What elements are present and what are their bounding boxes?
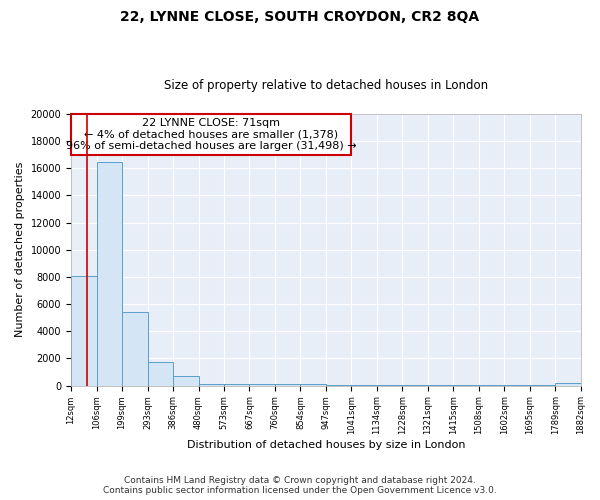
Bar	[224, 384, 250, 386]
Bar	[122, 312, 148, 386]
Y-axis label: Number of detached properties: Number of detached properties	[15, 162, 25, 338]
Bar	[555, 383, 581, 386]
Bar	[326, 384, 352, 386]
Text: Contains HM Land Registry data © Crown copyright and database right 2024.
Contai: Contains HM Land Registry data © Crown c…	[103, 476, 497, 495]
X-axis label: Distribution of detached houses by size in London: Distribution of detached houses by size …	[187, 440, 465, 450]
Bar	[71, 276, 97, 386]
Text: 22 LYNNE CLOSE: 71sqm
← 4% of detached houses are smaller (1,378)
96% of semi-de: 22 LYNNE CLOSE: 71sqm ← 4% of detached h…	[66, 118, 356, 151]
Bar	[301, 384, 326, 386]
Bar	[377, 385, 403, 386]
Bar	[403, 385, 428, 386]
Bar	[97, 162, 122, 386]
FancyBboxPatch shape	[71, 114, 351, 154]
Bar	[199, 384, 224, 386]
Bar	[250, 384, 275, 386]
Bar	[275, 384, 301, 386]
Title: Size of property relative to detached houses in London: Size of property relative to detached ho…	[164, 79, 488, 92]
Bar	[173, 376, 199, 386]
Bar	[148, 362, 173, 386]
Bar	[352, 385, 377, 386]
Text: 22, LYNNE CLOSE, SOUTH CROYDON, CR2 8QA: 22, LYNNE CLOSE, SOUTH CROYDON, CR2 8QA	[121, 10, 479, 24]
